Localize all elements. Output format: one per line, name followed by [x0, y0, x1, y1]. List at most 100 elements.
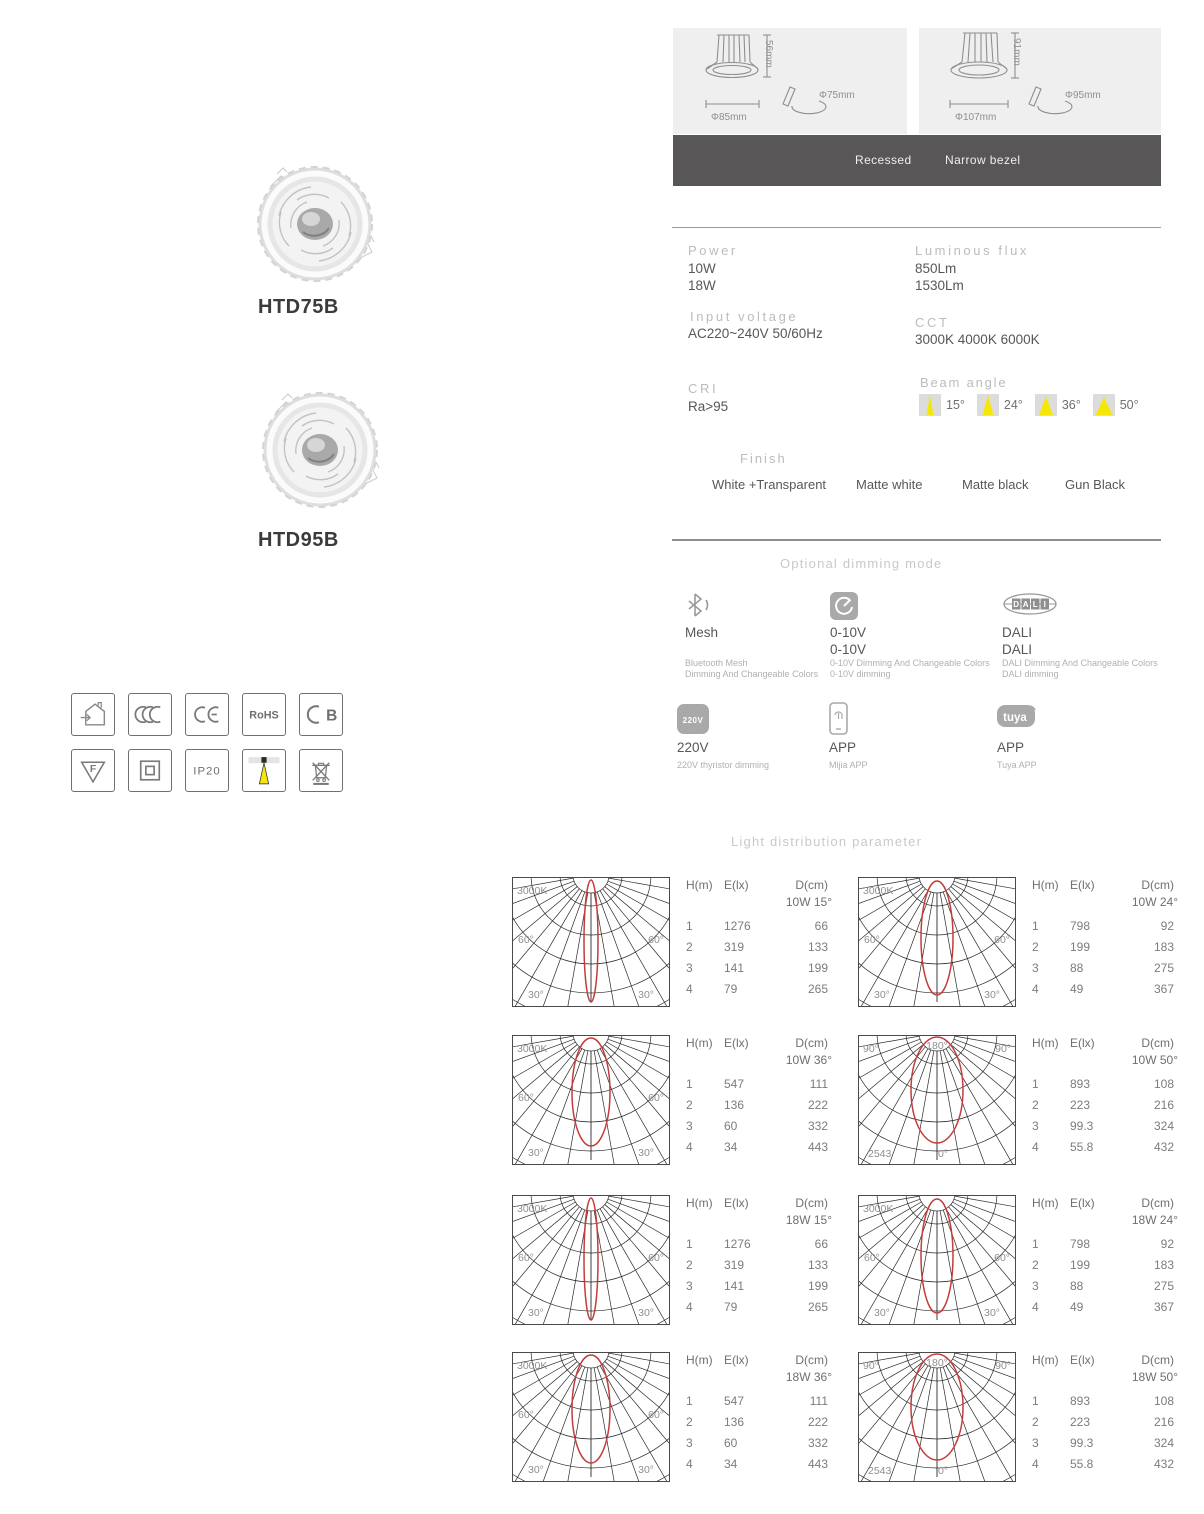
table-cell: 547 [724, 1076, 745, 1091]
dimming-mode-mijia-app: APP Mijia APP [829, 702, 949, 798]
table-header-row: H(m) E(lx) D(cm) [1032, 1032, 1182, 1053]
table-cell: 2 [686, 1257, 693, 1272]
table-cell: 136 [724, 1097, 745, 1112]
input-voltage-value: AC220~240V 50/60Hz [688, 326, 823, 341]
svg-text:RoHS: RoHS [249, 710, 278, 722]
chart-angle-label: 180° [926, 1357, 948, 1369]
table-cell: 367 [1153, 1299, 1174, 1314]
table-cell: 443 [807, 1139, 828, 1154]
diameter-dimension: Φ107mm [955, 112, 997, 123]
power-value-2: 18W [688, 278, 716, 293]
table-header-row: H(m) E(lx) D(cm) [686, 874, 836, 895]
table-cell: 216 [1153, 1097, 1174, 1112]
table-cell: 4 [1032, 1299, 1039, 1314]
cct-value: 3000K 4000K 6000K [915, 332, 1040, 347]
finish-label: Finish [740, 451, 787, 466]
polar-grid: 3000K 60° 60° 30° 30° [858, 877, 1016, 1007]
polar-chart-18w-50: 90° 180° 90° 2543 0° [858, 1352, 1016, 1482]
table-row: 2 199 183 [1032, 936, 1182, 957]
luminous-flux-value-1: 850Lm [915, 261, 957, 276]
table-header-cell: E(lx) [1070, 877, 1095, 892]
polar-chart-10w-36: 3000K 60° 60° 30° 30° [512, 1035, 670, 1165]
table-cell: 79 [724, 1299, 738, 1314]
beam-50-icon [1092, 394, 1115, 416]
table-cell: 199 [1070, 939, 1091, 954]
table-cell: 34 [724, 1139, 738, 1154]
cri-label: CRI [688, 381, 719, 396]
divider [672, 539, 1161, 541]
dimension-panel-htd95b: 91mm Φ107mm Φ95mm [919, 28, 1161, 134]
chart-angle-label: 60° [994, 934, 1010, 946]
cutout-dimension: Φ75mm [819, 90, 855, 101]
table-cell: 66 [814, 1236, 828, 1251]
certification-row: RoHS B [71, 693, 351, 736]
distribution-table-18w-15: H(m) E(lx) D(cm) 18W 15° 1 1276 66 2 319 133 3 141 1… [686, 1192, 836, 1317]
cert-class-ii-icon [128, 749, 172, 792]
table-header-row: H(m) E(lx) D(cm) [1032, 874, 1182, 895]
table-header-cell: H(m) [1032, 1035, 1059, 1050]
chart-angle-label: 90° [863, 1360, 879, 1372]
table-row: 2 319 133 [686, 936, 836, 957]
table-header-cell: E(lx) [1070, 1195, 1095, 1210]
table-header-cell: E(lx) [1070, 1035, 1095, 1050]
table-cell: 1 [1032, 918, 1039, 933]
table-row: 4 34 443 [686, 1453, 836, 1474]
chart-angle-label: 90° [863, 1043, 879, 1055]
cert-ccc-icon [128, 693, 172, 736]
table-cell: 34 [724, 1456, 738, 1471]
table-cell: 319 [724, 1257, 745, 1272]
chart-angle-label: 90° [995, 1043, 1011, 1055]
table-header-cell: D(cm) [1141, 1352, 1174, 1367]
diameter-dimension: Φ85mm [711, 112, 747, 123]
table-subtitle: 10W 24° [1131, 895, 1178, 909]
table-cell: 443 [807, 1456, 828, 1471]
chart-angle-label: 30° [984, 1307, 1000, 1319]
chart-angle-label: 30° [638, 1464, 654, 1476]
polar-grid: 3000K 60° 60° 30° 30° [512, 1352, 670, 1482]
tuya-logo-icon: tuya [997, 705, 1036, 727]
table-cell: 60 [724, 1435, 738, 1450]
polar-chart-18w-36: 3000K 60° 60° 30° 30° [512, 1352, 670, 1482]
table-cell: 3 [1032, 1118, 1039, 1133]
table-subtitle: 18W 36° [785, 1370, 832, 1384]
table-header-cell: D(cm) [795, 1352, 828, 1367]
svg-text:L: L [1033, 600, 1038, 609]
table-subtitle: 18W 50° [1131, 1370, 1178, 1384]
table-cell: 141 [724, 1278, 745, 1293]
dimming-section-title: Optional dimming mode [780, 556, 943, 571]
divider [672, 227, 1161, 228]
table-cell: 3 [686, 1435, 693, 1450]
distribution-table-10w-15: H(m) E(lx) D(cm) 10W 15° 1 1276 66 2 319 133 3 141 1… [686, 874, 836, 999]
beam-option-50: 50° [1092, 394, 1139, 416]
table-subtitle: 10W 15° [785, 895, 832, 909]
polar-chart-18w-24: 3000K 60° 60° 30° 30° [858, 1195, 1016, 1325]
table-cell: 432 [1153, 1456, 1174, 1471]
chart-angle-label: 3000K [517, 1203, 547, 1215]
table-row: 4 55.8 432 [1032, 1136, 1182, 1157]
table-cell: 332 [807, 1118, 828, 1133]
table-cell: 1 [1032, 1236, 1039, 1251]
table-cell: 2 [686, 1414, 693, 1429]
table-header-row: H(m) E(lx) D(cm) [686, 1349, 836, 1370]
chart-angle-label: 60° [994, 1252, 1010, 1264]
table-cell: 2 [1032, 939, 1039, 954]
table-subtitle: 18W 15° [785, 1213, 832, 1227]
luminous-flux-value-2: 1530Lm [915, 278, 964, 293]
svg-text:A: A [1023, 600, 1029, 609]
table-header-cell: H(m) [686, 1352, 713, 1367]
polar-grid: 3000K 60° 60° 30° 30° [512, 877, 670, 1007]
beam-option-36: 36° [1034, 394, 1081, 416]
polar-chart-10w-24: 3000K 60° 60° 30° 30° [858, 877, 1016, 1007]
chart-angle-label: 3000K [517, 1043, 547, 1055]
height-dimension: 91mm [1011, 38, 1022, 66]
table-row: 3 88 275 [1032, 957, 1182, 978]
table-cell: 893 [1070, 1393, 1091, 1408]
chart-angle-label: 180° [926, 1040, 948, 1052]
mounting-recessed-label: Recessed [855, 153, 912, 167]
table-row: 1 1276 66 [686, 915, 836, 936]
table-header-cell: D(cm) [1141, 1035, 1174, 1050]
table-header-cell: H(m) [686, 877, 713, 892]
table-cell: 1276 [724, 1236, 751, 1251]
beam-15-icon [919, 394, 941, 416]
